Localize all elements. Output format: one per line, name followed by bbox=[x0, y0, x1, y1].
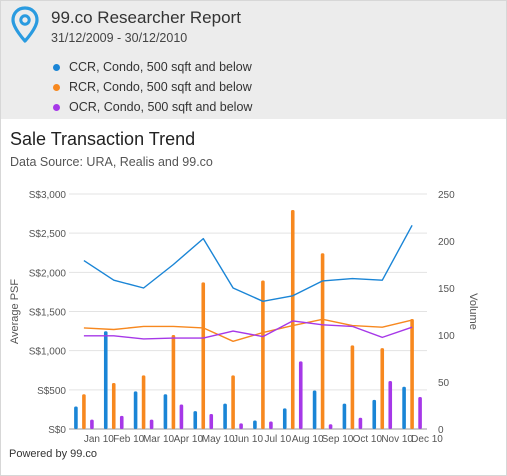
volume-bar-rcr bbox=[171, 335, 176, 429]
legend-item-ocr: OCR, Condo, 500 sqft and below bbox=[53, 97, 252, 117]
x-tick-label: Jul 10 bbox=[264, 434, 291, 445]
volume-bar-ccr bbox=[193, 411, 198, 429]
legend-dot-icon bbox=[53, 83, 60, 91]
volume-bar-ocr bbox=[328, 424, 333, 429]
psf-line-ocr bbox=[83, 320, 413, 340]
volume-bar-rcr bbox=[111, 382, 116, 429]
x-tick-label: Dec 10 bbox=[411, 434, 443, 445]
y-right-tick-label: 150 bbox=[438, 284, 455, 295]
y-right-tick-label: 0 bbox=[438, 425, 444, 436]
volume-bar-ocr bbox=[119, 415, 124, 429]
volume-bar-ocr bbox=[418, 397, 422, 429]
volume-bar-ocr bbox=[298, 361, 303, 429]
chart-title: Sale Transaction Trend bbox=[10, 129, 196, 149]
x-tick-label: May 10 bbox=[202, 434, 235, 445]
volume-bar-rcr bbox=[261, 280, 265, 429]
x-tick-label: Mar 10 bbox=[143, 434, 175, 445]
volume-bar-rcr bbox=[320, 253, 325, 429]
y-right-tick-label: 100 bbox=[438, 331, 455, 342]
x-tick-label: Feb 10 bbox=[113, 434, 145, 445]
volume-bar-rcr bbox=[141, 375, 146, 429]
volume-bar-ccr bbox=[282, 408, 287, 429]
legend-label: OCR, Condo, 500 sqft and below bbox=[69, 100, 253, 114]
x-tick-label: Nov 10 bbox=[381, 434, 413, 445]
volume-bar-ccr bbox=[133, 391, 138, 429]
y-left-tick-label: S$1,500 bbox=[29, 308, 67, 319]
volume-bar-ccr bbox=[402, 386, 406, 429]
x-tick-label: Apr 10 bbox=[174, 434, 204, 445]
y-left-tick-label: S$3,000 bbox=[29, 190, 67, 201]
y-left-axis-title: Average PSF bbox=[9, 279, 21, 345]
volume-bar-rcr bbox=[290, 209, 295, 429]
psf-line-rcr bbox=[83, 318, 413, 342]
volume-bar-ccr bbox=[163, 394, 168, 429]
y-left-tick-label: S$500 bbox=[37, 386, 66, 397]
volume-bar-ocr bbox=[209, 413, 214, 429]
legend-label: RCR, Condo, 500 sqft and below bbox=[69, 80, 252, 94]
report-header: 99.co Researcher Report 31/12/2009 - 30/… bbox=[1, 1, 506, 119]
volume-bar-rcr bbox=[410, 319, 414, 429]
report-title: 99.co Researcher Report bbox=[51, 8, 241, 27]
y-right-tick-label: 250 bbox=[438, 190, 455, 201]
legend-dot-icon bbox=[53, 103, 60, 111]
volume-bar-ccr bbox=[312, 390, 317, 429]
volume-bar-ccr bbox=[223, 403, 227, 429]
powered-by-footer: Powered by 99.co bbox=[9, 448, 98, 460]
volume-bar-ocr bbox=[149, 419, 154, 429]
volume-bar-ccr bbox=[74, 406, 78, 429]
y-left-tick-label: S$0 bbox=[48, 425, 66, 436]
volume-bar-ocr bbox=[388, 381, 393, 429]
report-date-range: 31/12/2009 - 30/12/2010 bbox=[51, 31, 188, 45]
volume-bar-ocr bbox=[358, 417, 363, 429]
volume-bar-ccr bbox=[372, 399, 377, 429]
legend-item-ccr: CCR, Condo, 500 sqft and below bbox=[53, 57, 252, 77]
y-left-tick-label: S$2,000 bbox=[29, 268, 67, 279]
legend-item-rcr: RCR, Condo, 500 sqft and below bbox=[53, 77, 252, 97]
volume-bar-ccr bbox=[103, 331, 108, 429]
volume-bar-ccr bbox=[342, 403, 347, 429]
volume-bar-rcr bbox=[231, 375, 235, 429]
x-tick-label: Jan 10 bbox=[84, 434, 114, 445]
x-tick-label: Jun 10 bbox=[233, 434, 263, 445]
y-left-tick-label: S$2,500 bbox=[29, 229, 67, 240]
x-tick-label: Oct 10 bbox=[353, 434, 383, 445]
volume-bar-rcr bbox=[201, 282, 206, 429]
y-right-tick-label: 50 bbox=[438, 378, 450, 389]
y-right-axis-title: Volume bbox=[467, 293, 479, 330]
chart-source: Data Source: URA, Realis and 99.co bbox=[10, 155, 213, 169]
volume-bar-rcr bbox=[82, 394, 86, 429]
volume-bar-ocr bbox=[90, 419, 94, 429]
legend-dot-icon bbox=[53, 63, 60, 71]
volume-bar-ocr bbox=[269, 421, 273, 429]
volume-bar-ccr bbox=[253, 420, 257, 429]
y-left-tick-label: S$1,000 bbox=[29, 347, 67, 358]
x-tick-label: Sep 10 bbox=[322, 434, 354, 445]
volume-bar-rcr bbox=[350, 345, 355, 429]
y-right-tick-label: 200 bbox=[438, 237, 455, 248]
volume-bar-rcr bbox=[380, 348, 385, 429]
psf-line-ccr bbox=[83, 224, 413, 302]
x-tick-label: Aug 10 bbox=[292, 434, 324, 445]
volume-bar-ocr bbox=[239, 423, 243, 429]
location-pin-logo-icon bbox=[11, 6, 39, 43]
legend: CCR, Condo, 500 sqft and below RCR, Cond… bbox=[53, 57, 252, 117]
legend-label: CCR, Condo, 500 sqft and below bbox=[69, 60, 252, 74]
volume-bar-ocr bbox=[179, 404, 184, 429]
